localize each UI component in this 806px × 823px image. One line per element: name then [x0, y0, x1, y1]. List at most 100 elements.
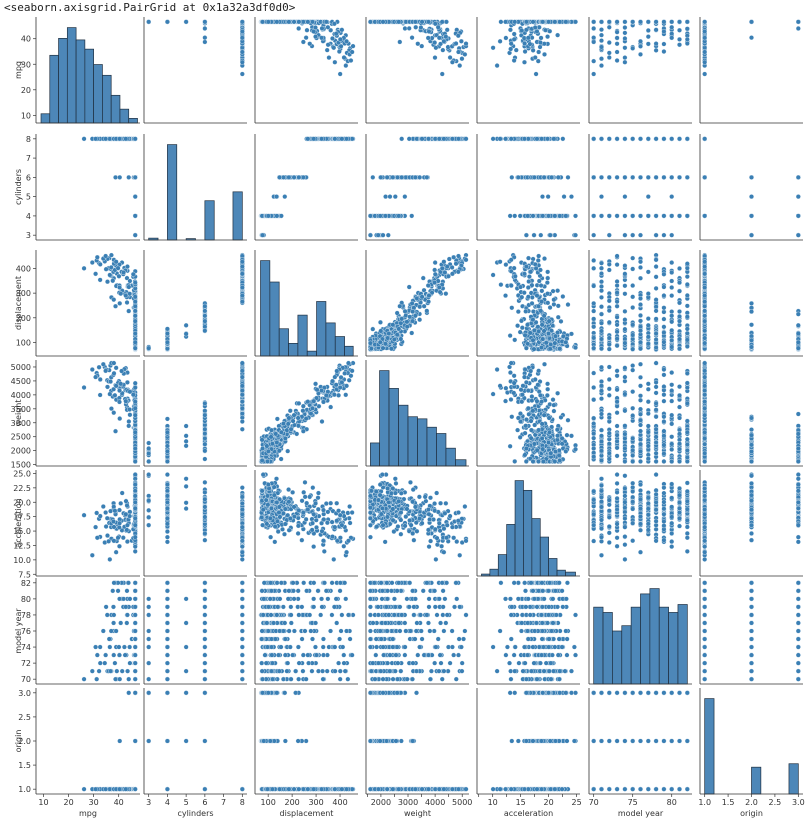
scatter-point: [203, 35, 208, 40]
scatter-point: [320, 26, 325, 31]
scatter-point: [110, 278, 115, 283]
scatter-point: [240, 36, 245, 41]
scatter-point: [344, 63, 349, 68]
scatter-point: [638, 39, 643, 44]
scatter-point: [669, 214, 674, 219]
scatter-point: [599, 45, 604, 50]
scatter-point: [542, 175, 547, 180]
scatter-point: [133, 194, 138, 199]
scatter-point: [669, 20, 674, 25]
scatter-point: [562, 194, 567, 199]
scatter-point: [677, 137, 682, 142]
scatter-point: [146, 20, 151, 25]
scatter-point: [381, 20, 386, 25]
scatter-point: [133, 137, 138, 142]
scatter-point: [599, 27, 604, 32]
scatter-point: [103, 137, 108, 142]
y-tick-label: 40: [21, 35, 31, 44]
scatter-point: [531, 214, 536, 219]
scatter-point: [545, 34, 550, 39]
scatter-point: [260, 20, 265, 25]
histogram-bar: [120, 109, 129, 123]
scatter-point: [123, 137, 128, 142]
panel-displacement-vs-mpg: [255, 17, 358, 123]
scatter-point: [564, 214, 569, 219]
scatter-point: [368, 20, 373, 25]
scatter-point: [669, 137, 674, 142]
pairgrid-panels: 10203040mpg345678cylinders100200300400di…: [11, 17, 805, 818]
scatter-point: [338, 72, 343, 77]
scatter-point: [279, 214, 284, 219]
scatter-point: [535, 137, 540, 142]
scatter-point: [623, 45, 628, 50]
scatter-point: [386, 233, 391, 238]
scatter-point: [516, 175, 521, 180]
scatter-point: [292, 175, 297, 180]
scatter-point: [307, 41, 312, 46]
scatter-point: [702, 29, 707, 34]
scatter-point: [615, 58, 620, 63]
scatter-point: [569, 194, 574, 199]
scatter-point: [646, 137, 651, 142]
scatter-point: [702, 36, 707, 41]
scatter-point: [426, 36, 431, 41]
scatter-point: [425, 175, 430, 180]
scatter-point: [503, 20, 508, 25]
scatter-point: [104, 267, 109, 272]
histogram-bar: [85, 49, 94, 123]
scatter-point: [623, 60, 628, 65]
scatter-point: [184, 20, 189, 25]
y-tick-label: 4: [26, 212, 31, 221]
scatter-point: [326, 25, 331, 30]
histogram-bar: [94, 65, 103, 123]
scatter-point: [518, 214, 523, 219]
scatter-point: [599, 137, 604, 142]
scatter-point: [796, 20, 801, 25]
scatter-point: [266, 20, 271, 25]
scatter-point: [326, 42, 331, 47]
histogram-bar: [50, 55, 59, 123]
scatter-point: [591, 40, 596, 45]
scatter-point: [445, 28, 450, 33]
scatter-point: [333, 60, 338, 65]
scatter-point: [260, 233, 265, 238]
scatter-point: [368, 233, 373, 238]
scatter-point: [340, 28, 345, 33]
scatter-point: [623, 214, 628, 219]
scatter-point: [512, 214, 517, 219]
scatter-point: [98, 278, 103, 283]
scatter-point: [591, 214, 596, 219]
scatter-point: [662, 20, 667, 25]
scatter-point: [538, 40, 543, 45]
scatter-point: [646, 28, 651, 33]
scatter-point: [796, 233, 801, 238]
scatter-point: [383, 214, 388, 219]
y-axis-label: mpg: [14, 61, 23, 79]
scatter-point: [607, 175, 612, 180]
scatter-point: [301, 20, 306, 25]
scatter-point: [702, 214, 707, 219]
scatter-point: [446, 45, 451, 50]
scatter-point: [654, 41, 659, 46]
scatter-point: [526, 36, 531, 41]
scatter-point: [543, 28, 548, 33]
y-tick-label: 5: [26, 193, 31, 202]
scatter-point: [615, 20, 620, 25]
scatter-point: [407, 26, 412, 31]
scatter-point: [512, 58, 517, 63]
scatter-point: [662, 29, 667, 34]
scatter-point: [702, 45, 707, 50]
scatter-point: [301, 40, 306, 45]
scatter-point: [654, 28, 659, 33]
scatter-point: [796, 175, 801, 180]
scatter-point: [702, 20, 707, 25]
panel-displacement-vs-cylinders: [255, 134, 358, 240]
scatter-point: [332, 21, 337, 26]
scatter-point: [796, 214, 801, 219]
scatter-point: [591, 35, 596, 40]
scatter-point: [564, 20, 569, 25]
scatter-point: [591, 72, 596, 77]
scatter-point: [390, 175, 395, 180]
scatter-point: [240, 45, 245, 50]
scatter-point: [685, 26, 690, 31]
